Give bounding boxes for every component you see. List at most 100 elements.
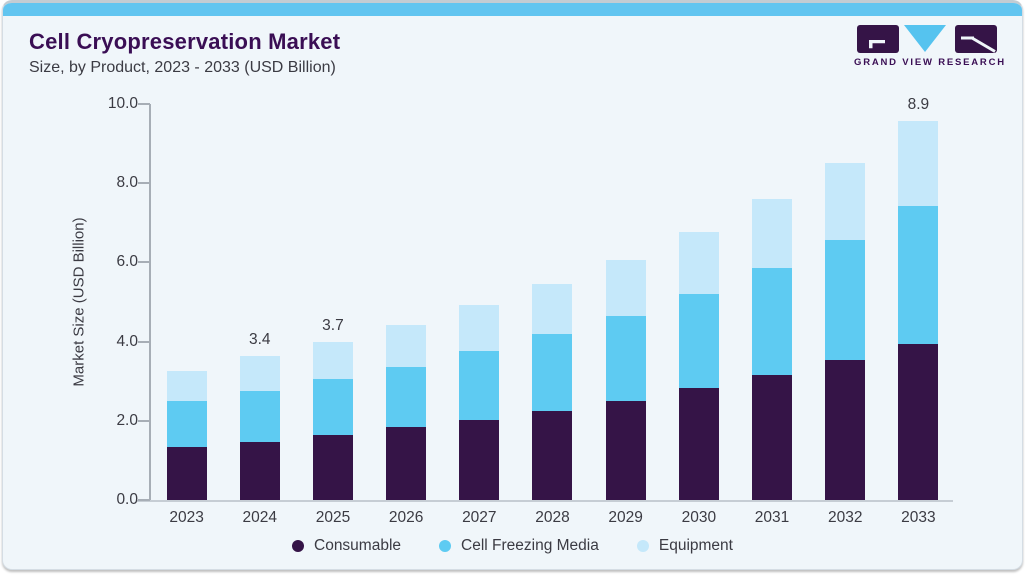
grand-view-research-logo: GRAND VIEW RESEARCH (854, 25, 1006, 68)
page-subtitle: Size, by Product, 2023 - 2033 (USD Billi… (29, 59, 336, 76)
bar-segment-consumable (825, 360, 866, 500)
bar-segment-cell-freezing-media (898, 206, 939, 345)
x-axis (137, 500, 953, 502)
bar-segment-cell-freezing-media (825, 239, 866, 361)
x-tick-label-2028: 2028 (535, 509, 570, 526)
bar-stack (605, 259, 646, 500)
bar-segment-cell-freezing-media (166, 400, 207, 448)
legend-item-equipment: Equipment (636, 537, 733, 555)
bar-segment-cell-freezing-media (752, 268, 793, 376)
bar-segment-consumable (532, 410, 573, 500)
y-tick-label: 6.0 (116, 253, 138, 271)
bar-group-2028 (516, 104, 589, 500)
x-tick-label-2024: 2024 (242, 509, 277, 526)
gvr-logo-icon (857, 25, 997, 53)
bar-segment-cell-freezing-media (605, 315, 646, 401)
bar-segment-equipment (532, 283, 573, 335)
bar-stack (825, 163, 866, 500)
bar-segment-cell-freezing-media (678, 293, 719, 389)
bar-segment-cell-freezing-media (239, 391, 280, 442)
bar-segment-consumable (386, 426, 427, 500)
bar-group-2025: 3.7 (296, 104, 369, 500)
x-tick-label-2031: 2031 (754, 509, 790, 526)
bar-segment-equipment (898, 121, 939, 207)
bar-group-2032 (809, 104, 882, 500)
x-tick-label-2026: 2026 (388, 509, 424, 526)
y-tick-label: 0.0 (116, 491, 138, 508)
logo-wordmark: GRAND VIEW RESEARCH (854, 57, 1006, 68)
y-axis-tick (138, 103, 150, 105)
bar-group-2033: 8.9 (882, 96, 955, 500)
bar-segment-equipment (386, 324, 427, 367)
bar-segment-consumable (898, 344, 939, 500)
x-tick-label-2027: 2027 (462, 509, 497, 526)
bar-segment-cell-freezing-media (459, 351, 500, 421)
legend-label: Equipment (658, 537, 733, 554)
y-tick-label: 8.0 (116, 174, 138, 192)
x-tick-label-2029: 2029 (608, 509, 643, 526)
bar-group-2030 (662, 104, 735, 500)
legend-item-cell-freezing-media: Cell Freezing Media (439, 537, 599, 555)
legend-label: Cell Freezing Media (461, 537, 599, 554)
y-axis-tick (138, 340, 150, 343)
bar-segment-equipment (166, 370, 207, 401)
bar-total-label: 8.9 (907, 96, 930, 114)
bar-group-2024: 3.4 (223, 104, 296, 500)
logo-g-shape-icon (857, 25, 899, 53)
bar-total-label: 3.7 (322, 317, 344, 334)
legend-dot-icon (439, 540, 452, 552)
bar-stack (386, 324, 427, 500)
bar-segment-consumable (312, 435, 353, 500)
y-axis-tick (138, 499, 150, 501)
bar-segment-equipment (605, 259, 646, 316)
bar-segment-consumable (605, 400, 646, 500)
y-tick-label: 2.0 (116, 411, 138, 429)
bar-group-2027 (443, 104, 516, 500)
legend-label: Consumable (314, 537, 402, 554)
bar-segment-cell-freezing-media (312, 379, 353, 436)
bar-segment-equipment (678, 231, 719, 294)
y-tick-label: 10.0 (107, 95, 138, 112)
y-axis-tick (138, 261, 150, 264)
bar-segment-consumable (459, 420, 500, 500)
bar-segment-equipment (239, 356, 280, 392)
legend: Consumable Cell Freezing Media Equipment (3, 537, 1022, 555)
x-tick-label-2032: 2032 (827, 509, 863, 526)
x-tick-label-2030: 2030 (681, 509, 717, 526)
page-title: Cell Cryopreservation Market (29, 29, 341, 54)
bar-segment-consumable (239, 441, 280, 500)
y-tick-label: 4.0 (116, 332, 138, 350)
y-axis-title: Market Size (USD Billion) (70, 217, 88, 387)
bar-stack (239, 356, 280, 500)
bar-group-2026 (370, 104, 443, 500)
y-axis (149, 104, 151, 500)
bar-stack (459, 305, 500, 500)
x-tick-label-2023: 2023 (169, 509, 204, 526)
bar-segment-cell-freezing-media (386, 366, 427, 427)
bar-stack (166, 370, 207, 500)
plot-area: 0.0 2.0 4.0 6.0 8.0 10.0 3.4 3.7 8.9 2023 2024 20… (108, 95, 955, 526)
bar-group-2029 (589, 104, 662, 500)
legend-dot-icon (292, 540, 304, 552)
logo-v-shape-icon (904, 25, 946, 52)
legend-item-consumable: Consumable (292, 537, 401, 555)
bar-total-label: 3.4 (248, 331, 271, 349)
bar-stack (898, 121, 939, 500)
bar-segment-equipment (312, 342, 353, 380)
legend-dot-icon (636, 540, 649, 552)
x-tick-label-2025: 2025 (315, 509, 351, 526)
bar-segment-cell-freezing-media (532, 334, 573, 411)
bar-segment-consumable (752, 375, 793, 500)
card-top-accent-strip (3, 3, 1022, 16)
bar-stack (532, 283, 573, 500)
bar-stack (678, 231, 719, 500)
x-tick-label-2033: 2033 (901, 509, 936, 526)
bar-group-2031 (735, 104, 808, 500)
bar-segment-consumable (678, 388, 719, 500)
y-axis-tick (138, 182, 150, 185)
bar-segment-consumable (166, 447, 207, 500)
bar-segment-equipment (752, 199, 793, 269)
y-axis-tick (138, 419, 150, 422)
